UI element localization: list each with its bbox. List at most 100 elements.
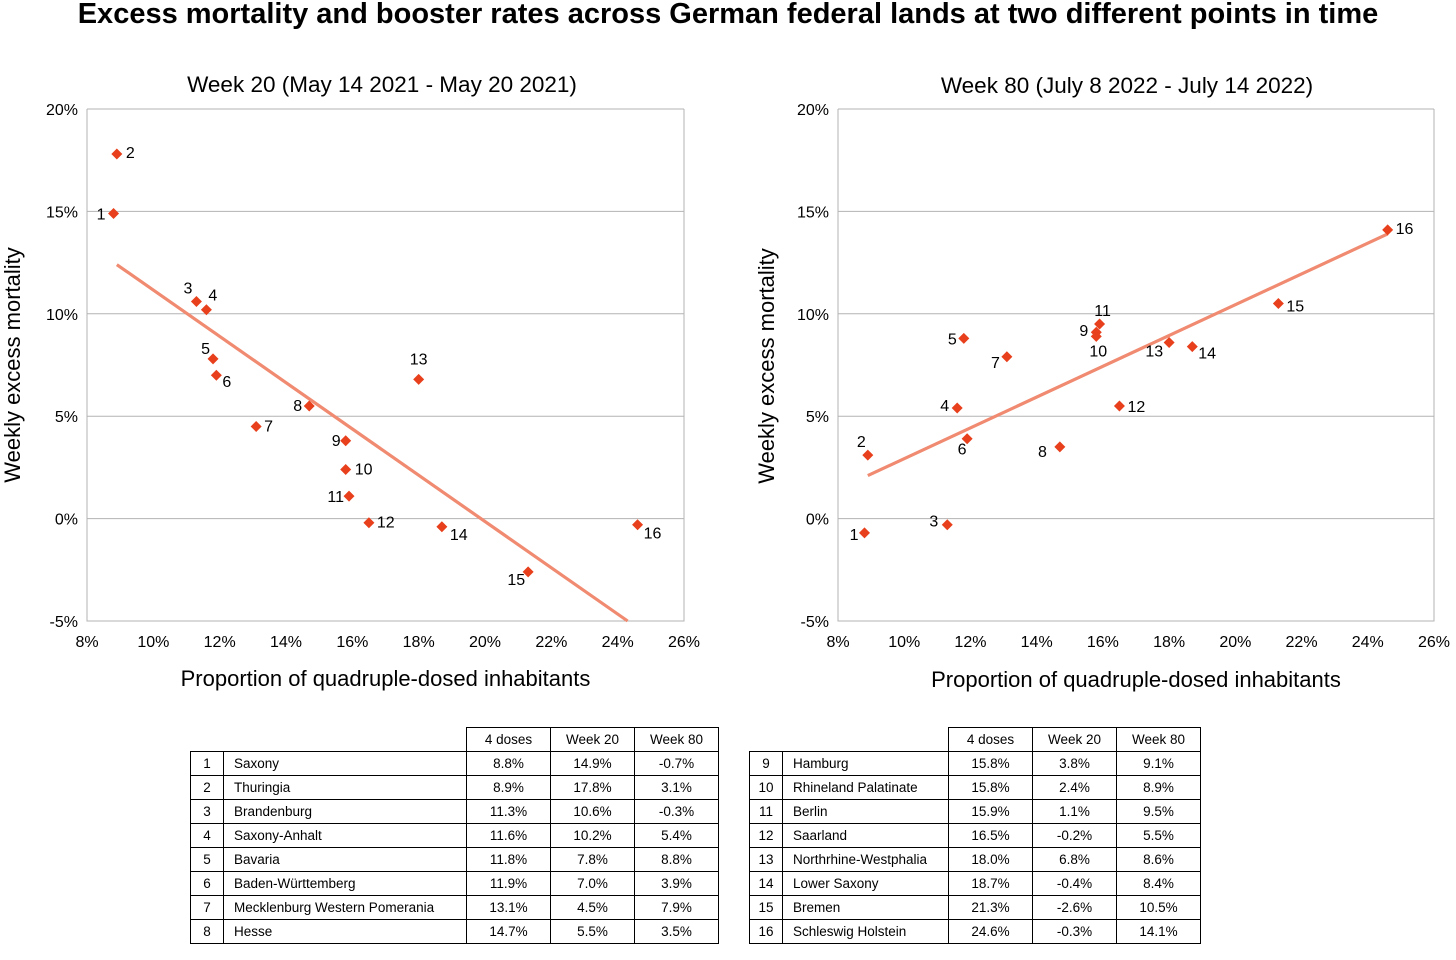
cell-4-doses: 14.7% xyxy=(466,919,551,944)
point-label: 14 xyxy=(450,527,468,544)
table-row: 1 Saxony 8.8% 14.9% -0.7% xyxy=(190,751,719,776)
x-tick-label: 18% xyxy=(1153,634,1185,651)
data-point xyxy=(958,332,970,344)
table-header-row: 4 doses Week 20 Week 80 xyxy=(190,727,719,752)
cell-week-80: 8.8% xyxy=(634,847,719,872)
header-blank xyxy=(190,727,224,752)
cell-4-doses: 15.8% xyxy=(948,775,1033,800)
cell-week-80: 14.1% xyxy=(1116,919,1201,944)
y-tick-label: 15% xyxy=(46,204,78,221)
cell-week-80: 3.5% xyxy=(634,919,719,944)
cell-week-20: 7.8% xyxy=(550,847,635,872)
plot-frame xyxy=(837,109,1435,622)
cell-number: 8 xyxy=(190,919,224,944)
data-point xyxy=(1163,336,1175,348)
cell-number: 11 xyxy=(749,799,783,824)
cell-land-name: Thuringia xyxy=(223,775,467,800)
cell-4-doses: 15.9% xyxy=(948,799,1033,824)
cell-land-name: Berlin xyxy=(782,799,949,824)
data-point xyxy=(207,353,219,365)
data-point xyxy=(1094,318,1106,330)
point-label: 2 xyxy=(126,145,135,162)
page-title: Excess mortality and booster rates acros… xyxy=(77,0,1379,30)
trend-line xyxy=(115,263,629,623)
cell-week-20: 14.9% xyxy=(550,751,635,776)
point-label: 16 xyxy=(1396,221,1414,238)
column-header: Week 20 xyxy=(1032,727,1117,752)
y-tick-label: -5% xyxy=(801,614,829,631)
cell-week-20: 17.8% xyxy=(550,775,635,800)
column-header: Week 80 xyxy=(634,727,719,752)
cell-number: 9 xyxy=(749,751,783,776)
x-tick-label: 20% xyxy=(469,634,501,651)
table-row: 3 Brandenburg 11.3% 10.6% -0.3% xyxy=(190,799,719,824)
cell-4-doses: 11.3% xyxy=(466,799,551,824)
point-label: 10 xyxy=(355,461,373,478)
x-tick-label: 24% xyxy=(1352,634,1384,651)
x-tick-label: 12% xyxy=(204,634,236,651)
cell-week-20: -0.3% xyxy=(1032,919,1117,944)
data-point xyxy=(1113,400,1125,412)
cell-number: 16 xyxy=(749,919,783,944)
cell-land-name: Saxony xyxy=(223,751,467,776)
table-row: 7 Mecklenburg Western Pomerania 13.1% 4.5% 7… xyxy=(190,895,719,920)
point-label: 4 xyxy=(208,288,217,305)
x-tick-label: 10% xyxy=(137,634,169,651)
cell-number: 15 xyxy=(749,895,783,920)
table-row: 14 Lower Saxony 18.7% -0.4% 8.4% xyxy=(749,871,1201,896)
chart-title: Week 80 (July 8 2022 - July 14 2022) xyxy=(941,73,1313,98)
cell-land-name: Hesse xyxy=(223,919,467,944)
table-row: 15 Bremen 21.3% -2.6% 10.5% xyxy=(749,895,1201,920)
header-blank xyxy=(782,727,949,752)
y-tick-label: 20% xyxy=(46,102,78,119)
table-row: 4 Saxony-Anhalt 11.6% 10.2% 5.4% xyxy=(190,823,719,848)
point-label: 12 xyxy=(1127,399,1145,416)
data-point xyxy=(340,435,352,447)
cell-land-name: Saarland xyxy=(782,823,949,848)
point-label: 5 xyxy=(201,341,210,358)
data-point xyxy=(340,463,352,475)
cell-4-doses: 13.1% xyxy=(466,895,551,920)
cell-land-name: Northrhine-Westphalia xyxy=(782,847,949,872)
cell-land-name: Hamburg xyxy=(782,751,949,776)
point-label: 2 xyxy=(857,434,866,451)
cell-land-name: Schleswig Holstein xyxy=(782,919,949,944)
cell-week-20: 3.8% xyxy=(1032,751,1117,776)
data-point xyxy=(413,373,425,385)
point-label: 13 xyxy=(410,351,428,368)
column-header: Week 80 xyxy=(1116,727,1201,752)
cell-number: 12 xyxy=(749,823,783,848)
data-point xyxy=(363,517,375,529)
cell-land-name: Bremen xyxy=(782,895,949,920)
x-tick-label: 10% xyxy=(888,634,920,651)
point-label: 7 xyxy=(991,355,1000,372)
cell-4-doses: 8.8% xyxy=(466,751,551,776)
point-label: 15 xyxy=(1286,299,1304,316)
point-label: 6 xyxy=(222,374,231,391)
point-label: 3 xyxy=(929,514,938,531)
cell-week-20: 6.8% xyxy=(1032,847,1117,872)
cell-number: 14 xyxy=(749,871,783,896)
data-point xyxy=(522,566,534,578)
data-point xyxy=(108,207,120,219)
table-row: 11 Berlin 15.9% 1.1% 9.5% xyxy=(749,799,1201,824)
data-point xyxy=(1186,341,1198,353)
x-tick-label: 22% xyxy=(1286,634,1318,651)
point-label: 9 xyxy=(332,433,341,450)
x-tick-label: 14% xyxy=(1021,634,1053,651)
point-label: 13 xyxy=(1145,343,1163,360)
cell-week-20: 10.6% xyxy=(550,799,635,824)
data-point xyxy=(1272,298,1284,310)
data-point xyxy=(210,369,222,381)
cell-land-name: Brandenburg xyxy=(223,799,467,824)
point-label: 8 xyxy=(293,398,302,415)
data-point xyxy=(200,304,212,316)
point-label: 6 xyxy=(958,442,967,459)
y-tick-label: 5% xyxy=(806,409,829,426)
data-point xyxy=(858,527,870,539)
cell-number: 6 xyxy=(190,871,224,896)
cell-number: 3 xyxy=(190,799,224,824)
cell-4-doses: 18.0% xyxy=(948,847,1033,872)
data-point xyxy=(1001,351,1013,363)
cell-week-20: 7.0% xyxy=(550,871,635,896)
